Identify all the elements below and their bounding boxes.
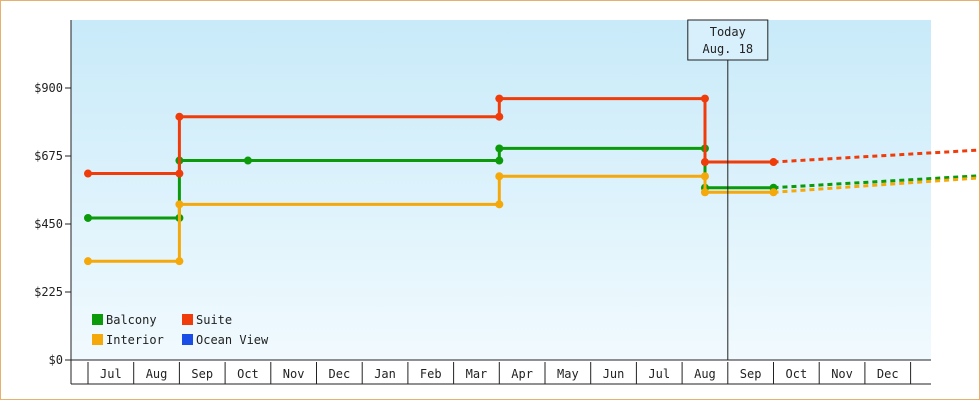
interior-point xyxy=(769,188,778,197)
x-month-label: Jul xyxy=(648,367,670,381)
y-tick-label: $900 xyxy=(34,81,63,95)
x-month-label: Jul xyxy=(100,367,122,381)
x-month-label: Apr xyxy=(511,367,533,381)
interior-point xyxy=(175,200,184,209)
suite-projection-line xyxy=(773,148,980,164)
balcony-point xyxy=(243,156,252,165)
x-month-label: Nov xyxy=(283,367,305,381)
today-box xyxy=(687,19,769,61)
suite-series-line xyxy=(88,97,774,175)
x-month-label: Aug xyxy=(146,367,168,381)
today-date-label: Aug. 18 xyxy=(703,42,754,56)
legend-swatch-interior xyxy=(92,334,103,345)
suite-point xyxy=(84,169,92,178)
axis-layer: $0 $225 $450 $675 $900 Jul Aug Sep Oct Nov Dec Jan F… xyxy=(34,20,931,385)
today-label: Today xyxy=(710,25,746,39)
balcony-point xyxy=(84,213,92,222)
balcony-point xyxy=(495,156,504,165)
y-tick-label: $450 xyxy=(34,217,63,231)
x-month-label: May xyxy=(557,367,579,381)
x-month-label: Nov xyxy=(831,367,853,381)
legend-label-balcony: Balcony xyxy=(106,313,157,327)
balcony-projection-line xyxy=(773,174,980,190)
legend-swatch-balcony xyxy=(92,314,103,325)
interior-point xyxy=(700,188,709,197)
today-marker: Today Aug. 18 xyxy=(687,19,769,360)
suite-point xyxy=(769,158,778,167)
balcony-point xyxy=(495,144,504,153)
series-layer xyxy=(84,94,980,266)
suite-point xyxy=(700,158,709,167)
y-tick-label: $225 xyxy=(34,285,63,299)
interior-point xyxy=(175,257,184,266)
x-month-label: Sep xyxy=(191,367,213,381)
x-month-label: Oct xyxy=(786,367,808,381)
plot-background xyxy=(71,20,931,360)
legend: Balcony Suite Interior Ocean View xyxy=(92,313,269,347)
legend-swatch-ocean-view xyxy=(182,334,193,345)
legend-label-interior: Interior xyxy=(106,333,164,347)
legend-swatch-suite xyxy=(182,314,193,325)
interior-point xyxy=(700,172,709,181)
suite-point xyxy=(495,94,504,103)
y-tick-label: $675 xyxy=(34,149,63,163)
legend-label-suite: Suite xyxy=(196,313,232,327)
x-month-label: Aug xyxy=(694,367,716,381)
suite-point xyxy=(175,112,184,121)
interior-point xyxy=(495,200,504,209)
x-month-label: Dec xyxy=(877,367,899,381)
x-month-label: Feb xyxy=(420,367,442,381)
x-month-label: Sep xyxy=(740,367,762,381)
suite-point xyxy=(495,112,504,121)
x-month-label: Dec xyxy=(329,367,351,381)
interior-point xyxy=(84,257,92,266)
interior-point xyxy=(495,172,504,181)
x-month-label: Mar xyxy=(466,367,488,381)
interior-projection-line xyxy=(773,176,980,194)
x-month-label: Oct xyxy=(237,367,259,381)
y-tick-label: $0 xyxy=(49,353,63,367)
suite-point xyxy=(175,169,184,178)
legend-label-ocean-view: Ocean View xyxy=(196,333,269,347)
suite-point xyxy=(700,94,709,103)
x-month-label: Jan xyxy=(374,367,396,381)
x-month-label: Jun xyxy=(603,367,625,381)
